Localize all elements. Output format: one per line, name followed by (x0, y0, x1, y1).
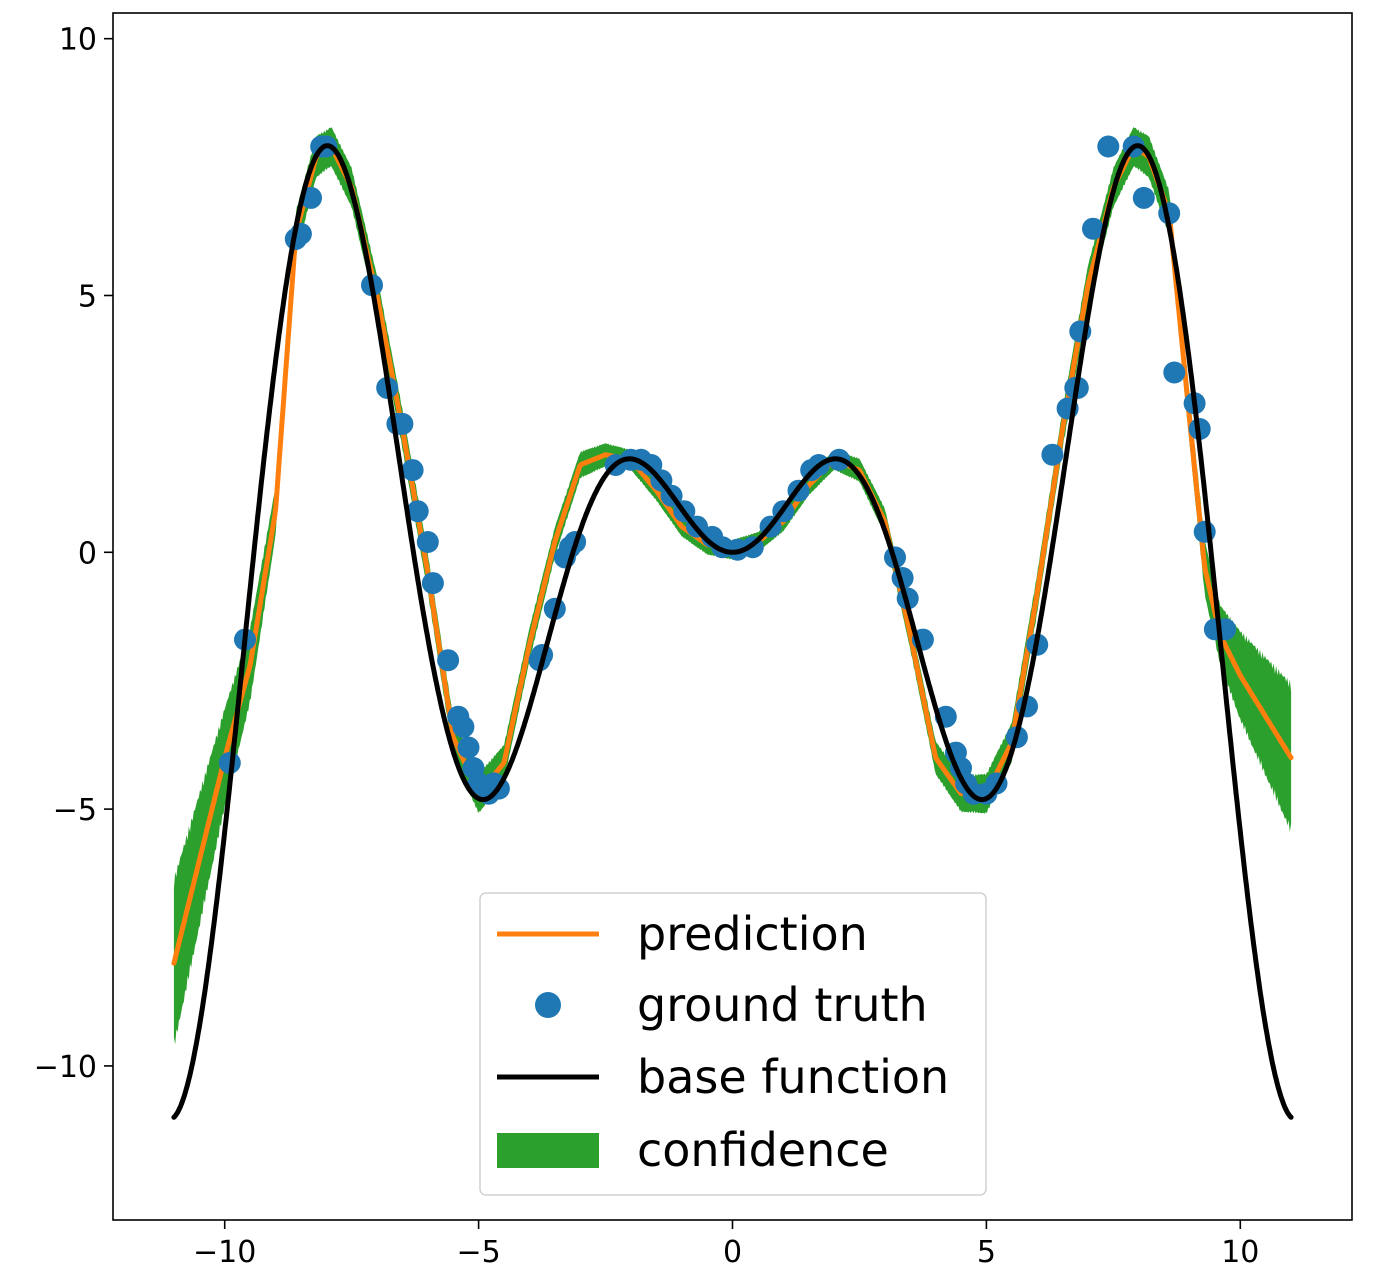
x-tick-label: −5 (456, 1235, 500, 1270)
ground-truth-point (416, 531, 439, 553)
legend-confidence-label: confidence (637, 1123, 889, 1177)
ground-truth-point (452, 715, 475, 738)
ground-truth-point (437, 649, 460, 672)
legend-confidence-swatch (497, 1133, 599, 1168)
x-tick-label: 0 (723, 1235, 742, 1270)
legend-ground-truth-swatch (535, 992, 561, 1018)
ground-truth-point (457, 736, 480, 759)
y-tick-label: 5 (78, 279, 97, 314)
ground-truth-point (421, 572, 444, 595)
legend-box (479, 892, 987, 1196)
ground-truth-point (1193, 520, 1216, 543)
y-tick-label: 0 (78, 536, 97, 571)
axis-ticks: −10 −5 0 5 10 10 5 0 −5 −10 (34, 23, 1260, 1270)
x-tick-label: 10 (1221, 1235, 1259, 1270)
y-tick-label: −5 (53, 793, 97, 828)
legend-base-function-label: base function (637, 1050, 949, 1104)
ground-truth-point (1163, 361, 1186, 384)
x-tick-label: −10 (193, 1235, 256, 1270)
x-tick-label: 5 (977, 1235, 996, 1270)
ground-truth-point (401, 459, 424, 482)
y-tick-label: 10 (59, 23, 97, 58)
ground-truth-point (1132, 186, 1155, 209)
ground-truth-point (1041, 443, 1064, 466)
y-tick-label: −10 (34, 1050, 97, 1085)
plot-area (171, 127, 1294, 1120)
legend: prediction ground truth base function co… (479, 892, 987, 1196)
ground-truth-point (406, 500, 429, 523)
legend-ground-truth-label: ground truth (637, 978, 928, 1032)
base-function-line (171, 143, 1294, 1120)
legend-prediction-label: prediction (637, 907, 868, 961)
ground-truth-point (1082, 217, 1104, 240)
ground-truth-point (1097, 135, 1120, 158)
